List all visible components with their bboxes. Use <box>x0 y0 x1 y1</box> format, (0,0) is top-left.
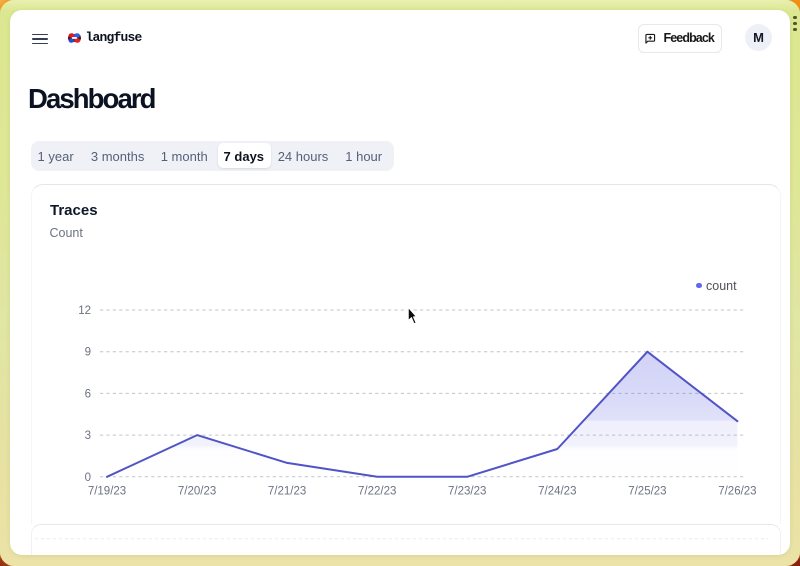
svg-text:7/20/23: 7/20/23 <box>178 486 216 498</box>
svg-text:12: 12 <box>78 305 91 317</box>
svg-text:3: 3 <box>85 430 91 442</box>
svg-text:7/26/23: 7/26/23 <box>718 486 756 498</box>
svg-text:7/23/23: 7/23/23 <box>448 486 486 498</box>
svg-text:6: 6 <box>85 388 91 400</box>
svg-text:7/22/23: 7/22/23 <box>358 486 396 498</box>
svg-text:0: 0 <box>85 472 91 484</box>
svg-text:9: 9 <box>85 347 91 359</box>
svg-text:7/24/23: 7/24/23 <box>538 486 576 498</box>
svg-text:7/21/23: 7/21/23 <box>268 486 306 498</box>
svg-text:7/19/23: 7/19/23 <box>88 486 126 498</box>
svg-text:7/25/23: 7/25/23 <box>628 486 666 498</box>
